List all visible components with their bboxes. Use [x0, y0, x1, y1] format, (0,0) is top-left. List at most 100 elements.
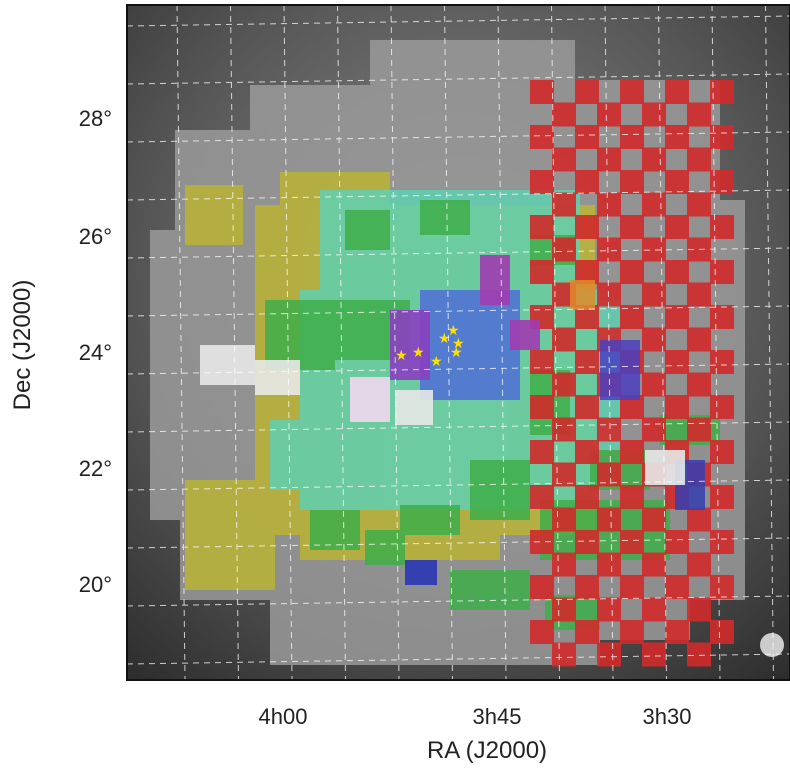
red-tile — [687, 372, 711, 397]
red-tile — [575, 620, 599, 644]
red-tile — [665, 125, 689, 149]
red-tile — [642, 372, 666, 397]
red-tile — [710, 350, 734, 374]
red-tile — [597, 192, 621, 217]
grid-line — [337, 5, 346, 680]
red-tile — [687, 102, 711, 127]
red-tile — [530, 215, 554, 239]
red-tile — [575, 350, 599, 374]
red-tile — [687, 417, 711, 442]
red-tile — [620, 575, 644, 599]
red-tile — [710, 440, 734, 464]
red-tile — [597, 507, 621, 532]
red-tile — [552, 507, 576, 532]
red-tile — [530, 620, 554, 644]
red-tile — [575, 485, 599, 509]
grid-line — [127, 131, 790, 143]
svg-text:★: ★ — [395, 347, 408, 363]
red-tile — [687, 327, 711, 352]
red-tile — [665, 395, 689, 419]
red-tile — [642, 507, 666, 532]
red-tile — [575, 440, 599, 464]
red-tile — [687, 507, 711, 532]
y-axis-label: Dec (J2000) — [9, 280, 36, 411]
grid-line — [176, 5, 186, 680]
red-tile — [710, 305, 734, 329]
svg-text:★: ★ — [447, 322, 460, 338]
red-tile — [687, 282, 711, 307]
grid-line — [127, 189, 790, 201]
red-tile — [710, 215, 734, 239]
svg-text:★: ★ — [450, 344, 463, 360]
red-tile — [530, 575, 554, 599]
red-tile — [530, 125, 554, 149]
red-tile — [620, 215, 644, 239]
red-tile — [687, 642, 711, 667]
red-tile — [552, 102, 576, 127]
pleiades-stars: ★ ★ ★★ ★★ ★ — [395, 322, 465, 369]
red-tile — [642, 237, 666, 262]
red-tile — [552, 237, 576, 262]
grid-line — [127, 73, 790, 85]
grid-line — [658, 5, 667, 680]
y-tick-label: 22° — [79, 456, 112, 481]
y-tick-label: 28° — [79, 106, 112, 131]
red-tile — [552, 417, 576, 442]
grid-line — [283, 5, 293, 680]
coordinate-grid — [127, 5, 790, 680]
red-tile — [575, 215, 599, 239]
red-tile — [665, 575, 689, 599]
red-tile — [620, 485, 644, 509]
red-tile — [642, 102, 666, 127]
red-tile — [597, 597, 621, 622]
red-tile — [665, 260, 689, 284]
red-tile — [620, 530, 644, 554]
grid-line — [551, 5, 560, 680]
red-tile — [642, 417, 666, 442]
red-tile — [530, 80, 554, 104]
y-tick-label: 20° — [79, 572, 112, 597]
red-tile — [597, 417, 621, 442]
red-tile — [687, 147, 711, 172]
red-tile — [620, 440, 644, 464]
red-tile — [575, 125, 599, 149]
grid-line — [711, 5, 721, 680]
red-tile — [710, 80, 734, 104]
red-tile — [552, 192, 576, 217]
red-tile — [710, 260, 734, 284]
red-tile — [597, 102, 621, 127]
moon — [760, 633, 784, 657]
red-tile — [620, 620, 644, 644]
red-tile — [642, 642, 666, 667]
red-tile — [530, 170, 554, 194]
red-tile — [620, 80, 644, 104]
red-tile — [575, 530, 599, 554]
grid-line — [497, 5, 507, 680]
red-tile — [665, 80, 689, 104]
svg-text:★: ★ — [430, 353, 443, 369]
grid-line — [230, 5, 239, 680]
center-coverage — [390, 255, 705, 585]
grid-line — [127, 421, 790, 433]
y-tick-label: 26° — [79, 224, 112, 249]
red-tile — [552, 642, 576, 667]
grid-line — [127, 247, 790, 259]
red-tile — [552, 552, 576, 577]
red-tile — [620, 170, 644, 194]
red-tile — [710, 395, 734, 419]
grid-line — [127, 595, 790, 607]
grid-line — [127, 363, 790, 375]
red-tile — [665, 305, 689, 329]
grid-line — [604, 5, 614, 680]
red-tile — [665, 620, 689, 644]
red-tile — [665, 350, 689, 374]
red-tile — [710, 485, 734, 509]
red-tile — [687, 192, 711, 217]
red-tile — [597, 237, 621, 262]
red-tile — [642, 597, 666, 622]
red-tile — [575, 395, 599, 419]
red-tile — [575, 80, 599, 104]
red-tile — [687, 552, 711, 577]
white-coverage — [200, 345, 685, 485]
